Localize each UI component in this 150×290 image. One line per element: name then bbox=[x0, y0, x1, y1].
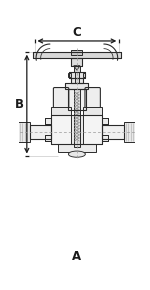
Bar bbox=[45, 118, 51, 124]
Bar bbox=[72, 50, 82, 55]
Bar bbox=[102, 118, 108, 124]
Bar bbox=[45, 135, 51, 141]
Bar bbox=[65, 83, 88, 89]
Text: A: A bbox=[72, 250, 81, 263]
Bar bbox=[136, 120, 142, 144]
Bar bbox=[124, 122, 138, 142]
Bar bbox=[71, 78, 83, 83]
Bar bbox=[68, 72, 71, 77]
Bar bbox=[51, 115, 102, 144]
Ellipse shape bbox=[68, 151, 85, 157]
Text: C: C bbox=[72, 26, 81, 39]
Bar bbox=[102, 125, 124, 139]
Polygon shape bbox=[74, 66, 80, 70]
Bar bbox=[83, 72, 85, 77]
Bar bbox=[102, 118, 108, 124]
Bar bbox=[19, 128, 28, 130]
Bar bbox=[18, 123, 20, 141]
Bar bbox=[33, 52, 121, 58]
Bar bbox=[72, 58, 82, 66]
Bar bbox=[12, 120, 18, 144]
Bar bbox=[74, 66, 80, 72]
Bar bbox=[51, 107, 71, 115]
Bar bbox=[102, 125, 124, 139]
Bar bbox=[102, 135, 108, 141]
FancyBboxPatch shape bbox=[53, 88, 69, 111]
Bar bbox=[65, 83, 88, 89]
Bar bbox=[68, 89, 86, 110]
Bar bbox=[16, 122, 30, 142]
Bar bbox=[74, 89, 80, 147]
Bar bbox=[69, 72, 85, 78]
Bar bbox=[75, 53, 79, 83]
Bar bbox=[30, 125, 51, 139]
Bar bbox=[68, 89, 86, 110]
Bar bbox=[71, 78, 83, 83]
Bar bbox=[135, 123, 137, 141]
Bar bbox=[125, 128, 135, 130]
Text: B: B bbox=[15, 98, 24, 110]
Bar bbox=[83, 107, 102, 115]
FancyBboxPatch shape bbox=[85, 88, 100, 111]
Bar bbox=[71, 115, 83, 144]
Bar bbox=[51, 115, 102, 144]
Bar bbox=[30, 125, 51, 139]
Bar bbox=[69, 72, 85, 78]
Bar bbox=[33, 52, 121, 58]
Bar bbox=[45, 135, 51, 141]
Bar bbox=[125, 131, 135, 134]
Bar bbox=[125, 125, 135, 127]
Bar bbox=[45, 118, 51, 124]
Bar bbox=[72, 58, 82, 66]
Bar bbox=[19, 125, 28, 127]
Bar bbox=[58, 144, 96, 152]
Bar bbox=[102, 135, 108, 141]
Bar bbox=[19, 131, 28, 134]
